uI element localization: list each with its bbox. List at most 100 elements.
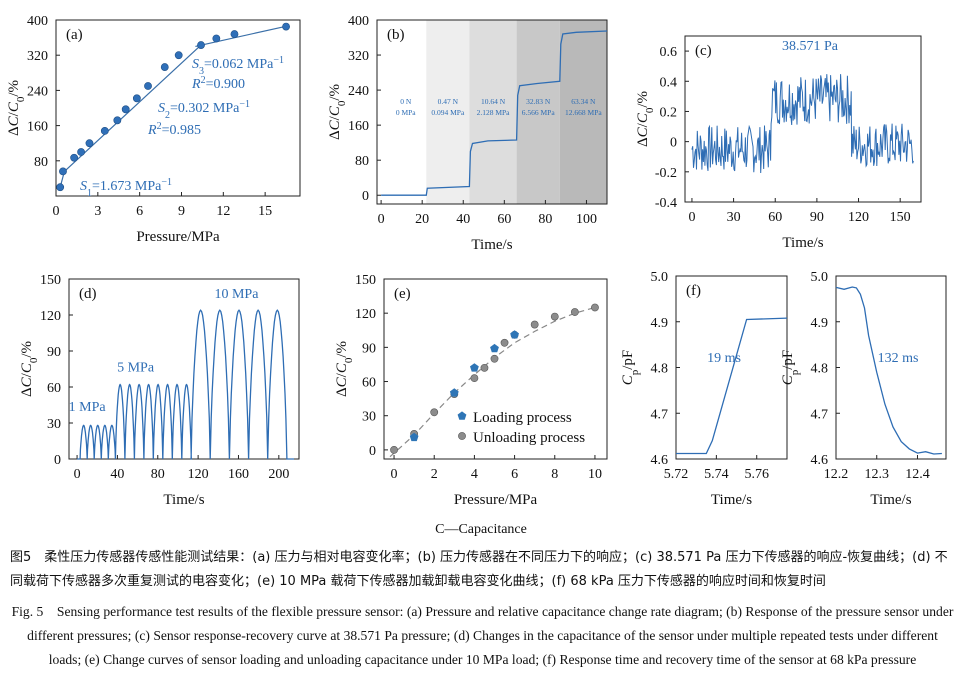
panel-c: 0 30 60 90 120 150 -0.4 -0.2 0 0.2 0.4 0.6 Time/s ΔC/… — [635, 35, 922, 251]
level-label-pressure: 0.094 MPa — [431, 108, 465, 117]
unloading-point — [430, 408, 439, 417]
x-tick-label: 6 — [511, 467, 518, 482]
x-tick-label: 9 — [178, 204, 185, 219]
y-tick-label: 90 — [362, 341, 376, 356]
panel-label: (a) — [66, 27, 83, 43]
pressure-band — [469, 20, 517, 204]
level-label-force: 32.83 N — [526, 97, 551, 106]
x-axis-label: Pressure/MPa — [454, 492, 538, 508]
y-tick-label: 240 — [27, 84, 48, 99]
y-tick-label: 60 — [47, 381, 61, 396]
y-axis-label: Cp/pF — [780, 350, 801, 386]
recovery-time-annotation: 132 ms — [878, 351, 919, 366]
x-tick-label: 12.2 — [824, 467, 849, 482]
data-point — [100, 126, 109, 135]
level-label-pressure: 0 MPa — [396, 108, 416, 117]
data-point — [132, 94, 141, 103]
legend-loading-label: Loading process — [473, 410, 572, 426]
y-tick-label: 5.0 — [811, 270, 829, 285]
y-tick-label: 400 — [27, 14, 48, 29]
y-tick-label: 400 — [348, 14, 369, 29]
load-label: 10 MPa — [214, 287, 259, 302]
y-axis-label: ΔC/C0/% — [19, 341, 40, 397]
figure: 0 3 6 9 12 1580160240320400Pressure/MPaΔC/C0/… — [6, 14, 947, 508]
load-label: 5 MPa — [117, 360, 155, 375]
data-point — [212, 34, 221, 43]
y-tick-label: 320 — [27, 49, 48, 64]
x-tick-label: 160 — [228, 467, 249, 482]
y-tick-label: 4.6 — [651, 453, 669, 468]
panel-label: (e) — [394, 286, 411, 302]
pressure-band — [559, 20, 607, 204]
y-tick-label: 4.8 — [651, 362, 669, 377]
y-tick-label: 150 — [40, 273, 61, 288]
x-tick-label: 20 — [415, 212, 429, 227]
plot-frame — [835, 275, 947, 460]
x-tick-label: 2 — [431, 467, 438, 482]
data-point — [197, 41, 205, 49]
data-point — [230, 30, 239, 38]
plot-frame — [68, 278, 300, 460]
y-tick-label: 80 — [34, 155, 48, 170]
y-tick-label: 0.2 — [660, 105, 678, 120]
x-tick-label: 200 — [268, 467, 289, 482]
x-tick-label: 120 — [188, 467, 209, 482]
data-point — [85, 139, 94, 148]
pressure-annotation: 38.571 Pa — [782, 39, 839, 54]
x-axis-label: Time/s — [711, 492, 752, 508]
x-axis-label: Time/s — [782, 235, 823, 251]
x-tick-label: 12.4 — [905, 467, 930, 482]
y-tick-label: 4.7 — [811, 407, 829, 422]
x-tick-label: 5.72 — [664, 467, 689, 482]
y-tick-label: 240 — [348, 84, 369, 99]
y-tick-label: 0.4 — [660, 75, 678, 90]
data-point — [174, 51, 183, 60]
panel-label: (b) — [387, 27, 405, 43]
y-tick-label: 120 — [40, 309, 61, 324]
panel-label: (f) — [686, 283, 701, 299]
response-curve — [381, 30, 608, 196]
x-tick-label: 12 — [216, 204, 230, 219]
x-tick-label: 5.74 — [704, 467, 729, 482]
x-tick-label: 15 — [258, 204, 272, 219]
annotation-s3: S3=0.062 MPa−1 — [192, 55, 284, 77]
loading-point — [409, 432, 419, 442]
plot-frame — [684, 35, 922, 203]
loading-point — [449, 388, 459, 397]
x-tick-label: 0 — [688, 210, 695, 225]
fit-line-S3 — [195, 25, 289, 47]
level-label-force: 63.34 N — [571, 97, 596, 106]
annotation-r2-2: R2=0.985 — [147, 121, 201, 139]
capacitance-note-text: C—Capacitance — [435, 522, 527, 537]
y-tick-label: 5.0 — [651, 270, 669, 285]
y-tick-label: -0.2 — [655, 166, 677, 181]
x-tick-label: 0 — [53, 204, 60, 219]
level-label-force: 0 N — [400, 97, 412, 106]
data-point — [113, 116, 122, 125]
legend-loading-marker — [457, 411, 467, 420]
panel-d: 0 40 80 120 160 200 0 30 60 90 120 150 Time/s ΔC/C0/%… — [19, 273, 300, 508]
x-tick-label: 100 — [576, 212, 597, 227]
y-tick-label: 80 — [355, 154, 369, 169]
level-label-force: 0.47 N — [438, 97, 459, 106]
x-tick-label: 4 — [471, 467, 478, 482]
plot-frame — [376, 19, 608, 205]
data-point — [144, 82, 152, 90]
x-tick-label: 6 — [136, 204, 143, 219]
y-tick-label: 320 — [348, 49, 369, 64]
unloading-point — [591, 303, 599, 312]
loading-point — [470, 363, 479, 372]
loading-point — [490, 343, 499, 353]
response-time-annotation: 19 ms — [707, 351, 741, 366]
x-tick-label: 10 — [588, 467, 602, 482]
plot-frame — [675, 275, 788, 460]
x-tick-label: 40 — [110, 467, 124, 482]
level-label-pressure: 12.668 MPa — [565, 108, 602, 117]
x-tick-label: 0 — [378, 212, 385, 227]
x-axis-label: Time/s — [163, 492, 204, 508]
unloading-point — [390, 445, 398, 454]
y-tick-label: 150 — [355, 273, 376, 288]
pressure-band — [426, 20, 470, 204]
x-tick-label: 80 — [538, 212, 552, 227]
legend-unloading-label: Unloading process — [473, 430, 585, 446]
